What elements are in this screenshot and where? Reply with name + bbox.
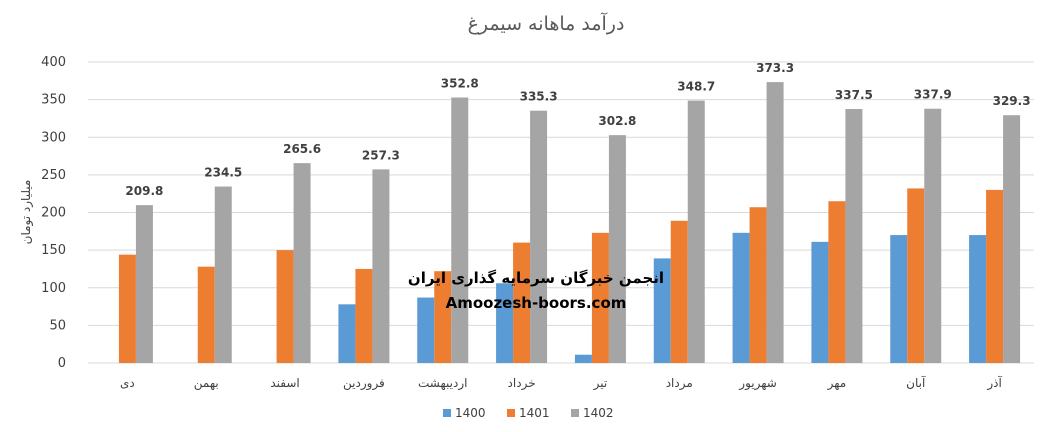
y-tick-label: 50 [49,318,66,333]
chart-title: درآمد ماهانه سیمرغ [468,11,625,35]
data-labels: 209.8 234.5 265.6 257.3 352.8 335.3 302.8 348.7… [125,61,1030,198]
bar-1402 [293,163,311,363]
y-tick-label: 150 [41,243,66,258]
y-tick-label: 250 [41,168,66,183]
bar-1401 [670,220,688,363]
x-tick-label: تیر [593,376,608,391]
bar-1402 [1003,115,1021,363]
bar-1402 [372,169,390,363]
data-label: 329.3 [993,94,1031,108]
bar-1400 [653,258,671,363]
bar-1401 [434,271,452,363]
bar-1400 [574,354,592,363]
bar-1401 [591,232,609,363]
x-tick-label: شهریور [738,376,777,391]
bar-1400 [417,297,435,363]
y-tick-label: 350 [41,93,66,108]
data-label: 234.5 [204,166,242,180]
bar-1401 [513,242,531,363]
legend-label: 1400 [455,406,486,420]
bar-1402 [845,109,863,363]
data-label: 352.8 [441,77,479,91]
bar-1402 [687,100,705,364]
bar-1401 [276,250,294,363]
legend-swatch-1401 [507,409,515,417]
x-tick-label: دی [120,376,135,390]
data-label: 265.6 [283,142,321,156]
x-tick-label: مهر [827,376,847,391]
legend-swatch-1402 [571,409,579,417]
x-tick-label: فروردین [343,376,385,391]
bar-1402 [608,135,626,363]
bar-1401 [907,188,925,363]
y-axis-ticks: 0 50 100 150 200 250 300 350 400 [41,55,66,371]
y-axis-label: میلیارد تومان [19,180,34,245]
data-label: 209.8 [125,184,163,198]
bar-1401 [749,207,767,363]
y-tick-label: 200 [41,206,66,221]
bar-1401 [986,189,1004,363]
bar-1402 [214,186,232,363]
x-tick-label: مرداد [666,376,693,391]
x-tick-label: آذر [986,375,1002,391]
bar-1401 [197,266,215,363]
watermark-line-1: انجمن خبرگان سرمایه گذاری ایران [408,269,664,287]
bar-1400 [338,304,356,363]
bar-1401 [118,254,136,363]
bar-1402 [135,205,153,363]
bar-1401 [355,268,373,363]
bar-1400 [969,235,987,363]
bar-1400 [890,235,908,363]
y-tick-label: 300 [41,130,66,145]
y-tick-label: 100 [41,281,66,296]
data-label: 337.5 [835,88,873,102]
legend: 1400 1401 1402 [443,406,614,420]
bar-1402 [766,82,784,364]
x-tick-label: بهمن [194,376,219,391]
data-label: 348.7 [677,80,715,94]
data-label: 302.8 [598,114,636,128]
x-tick-label: اردیبهشت [418,376,467,391]
x-axis-ticks: دی بهمن اسفند فروردین اردیبهشت خرداد تیر مرداد ش… [120,375,1002,391]
bars [118,82,1021,364]
watermark-line-2: Amoozesh-boors.com [446,294,627,312]
data-label: 335.3 [520,90,558,104]
data-label: 373.3 [756,61,794,75]
legend-label: 1402 [583,406,614,420]
bar-1401 [828,201,846,363]
bar-1402 [924,108,942,363]
data-label: 337.9 [914,88,952,102]
bar-1400 [811,241,829,363]
x-tick-label: اسفند [270,376,299,390]
legend-swatch-1400 [443,409,451,417]
x-tick-label: آبان [906,375,926,390]
y-tick-label: 400 [41,55,66,70]
bar-1402 [530,110,548,363]
data-label: 257.3 [362,148,400,162]
bar-1400 [732,232,750,363]
bar-1400 [496,283,514,363]
y-tick-label: 0 [58,356,66,371]
gridlines [88,61,1034,364]
x-tick-label: خرداد [508,376,536,391]
legend-label: 1401 [519,406,550,420]
bar-1402 [451,97,469,363]
